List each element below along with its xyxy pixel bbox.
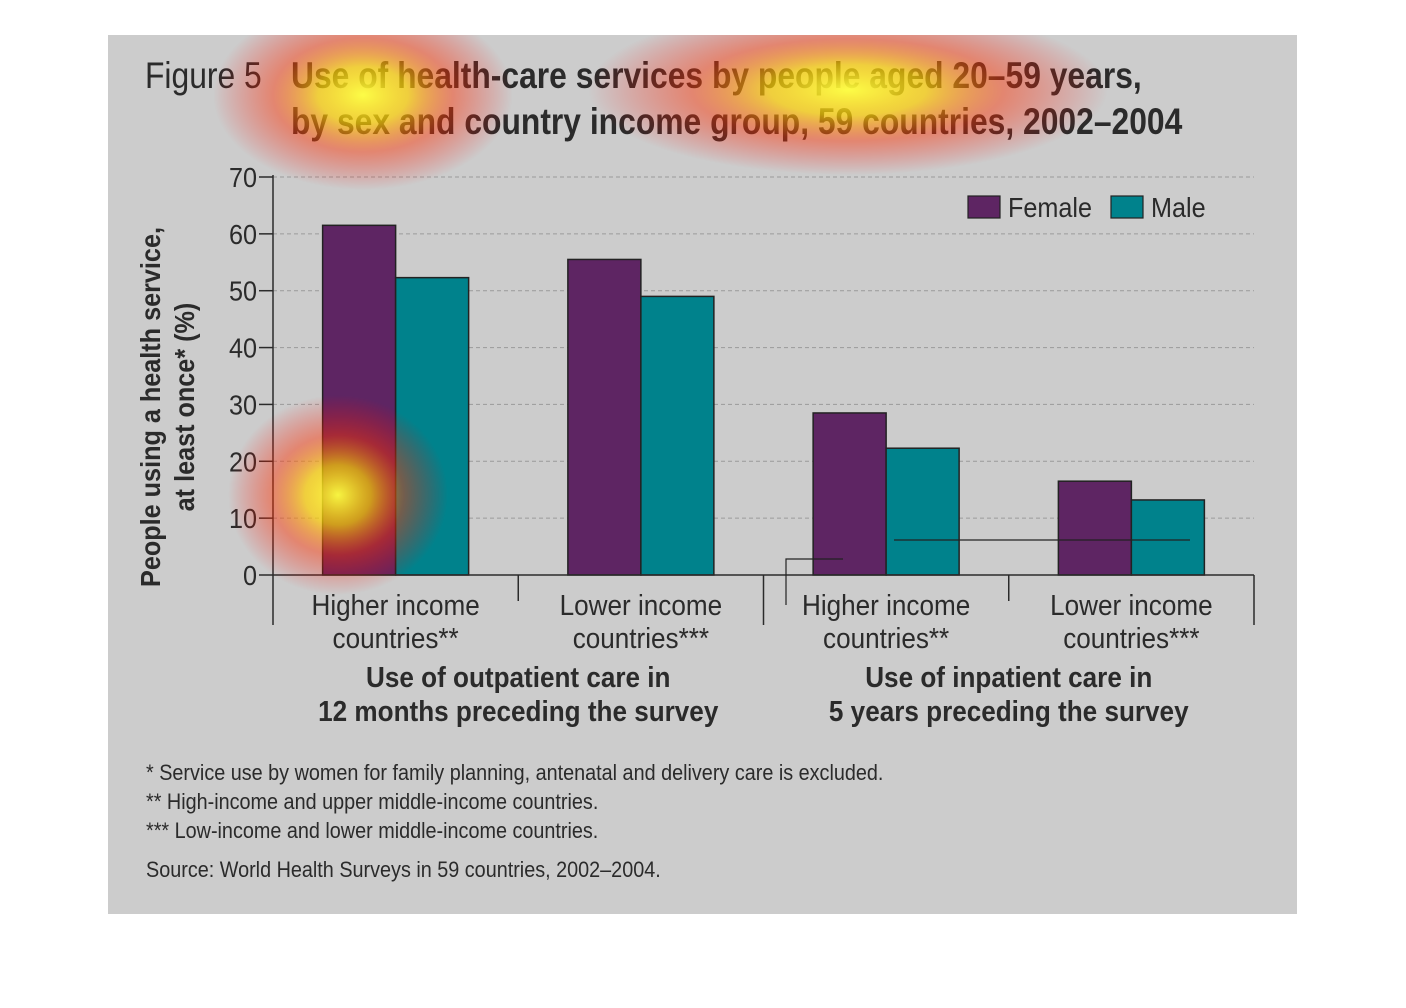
category-label: Higher income: [802, 589, 970, 622]
bar-male: [640, 295, 715, 576]
category-label: countries**: [823, 622, 949, 655]
category-label: Lower income: [1050, 589, 1212, 622]
footnote-3: *** Low-income and lower middle-income c…: [146, 818, 599, 843]
footnote-1: * Service use by women for family planni…: [146, 760, 884, 785]
legend-swatch-female: [967, 195, 1001, 219]
bar-male: [394, 276, 470, 576]
y-tick-label: 50: [229, 275, 257, 307]
legend-label-male: Male: [1151, 192, 1206, 224]
group-label: Use of inpatient care in: [865, 661, 1152, 694]
category-label: Lower income: [560, 589, 722, 622]
group-label: 5 years preceding the survey: [829, 695, 1189, 728]
bar-male: [1130, 499, 1206, 576]
bar-female: [321, 224, 397, 576]
y-tick-label: 20: [229, 446, 257, 478]
y-tick-label: 70: [229, 162, 257, 194]
legend-swatch-male: [1110, 195, 1144, 219]
category-label: countries**: [333, 622, 459, 655]
y-tick-label: 0: [243, 560, 257, 592]
source-note: Source: World Health Surveys in 59 count…: [146, 857, 661, 882]
y-tick-label: 40: [229, 332, 257, 364]
bar-male: [885, 447, 960, 576]
bar-female: [812, 412, 887, 576]
bar-female: [1057, 480, 1133, 576]
annotation-stroke: [785, 558, 843, 605]
y-tick-label: 10: [229, 503, 257, 535]
category-label: countries***: [573, 622, 710, 655]
y-tick-label: 60: [229, 219, 257, 251]
category-label: countries***: [1063, 622, 1200, 655]
group-label: 12 months preceding the survey: [318, 695, 719, 728]
y-tick-label: 30: [229, 389, 257, 421]
footnote-2: ** High-income and upper middle-income c…: [146, 789, 599, 814]
bar-female: [567, 258, 642, 576]
figure-panel: Figure 5 Use of health-care services by …: [108, 35, 1297, 914]
category-label: Higher income: [312, 589, 480, 622]
group-label: Use of outpatient care in: [366, 661, 670, 694]
legend-label-female: Female: [1008, 192, 1092, 224]
